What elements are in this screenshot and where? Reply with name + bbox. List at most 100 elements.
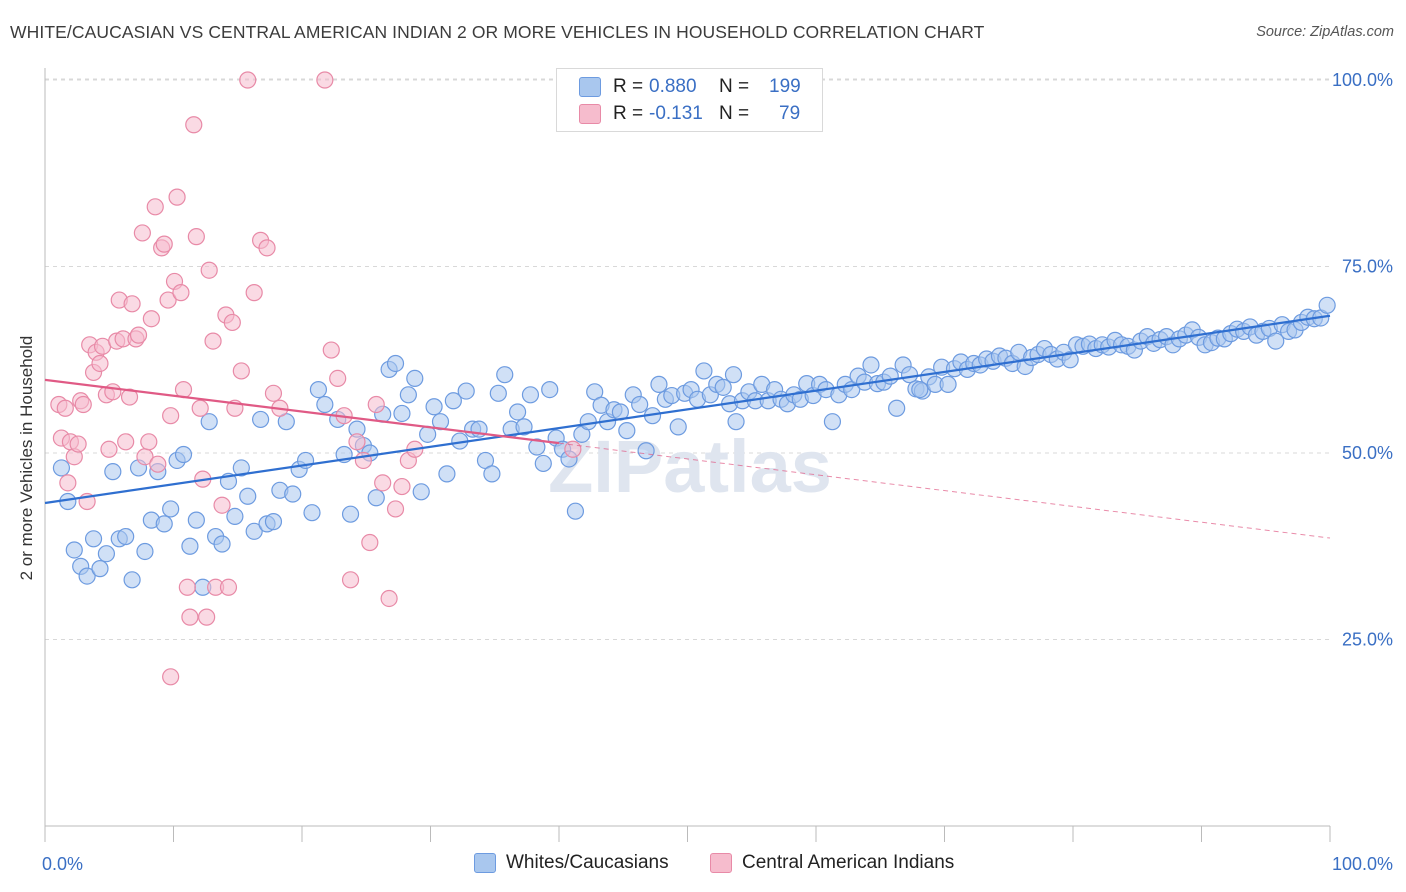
point-whites: [412, 483, 430, 501]
point-whites: [541, 380, 559, 399]
point-central-american: [361, 533, 379, 552]
point-central-american: [232, 362, 250, 380]
legend-label-central-american: Central American Indians: [742, 852, 955, 873]
point-central-american: [198, 608, 216, 626]
point-whites: [528, 438, 546, 456]
point-central-american: [74, 395, 92, 414]
point-whites: [239, 487, 257, 505]
point-whites: [669, 418, 687, 436]
stats-row-whites: R = 0.880 N = 199: [579, 74, 809, 100]
trend-lines: [44, 314, 1331, 539]
point-whites: [97, 545, 116, 563]
point-central-american: [185, 116, 203, 134]
point-whites: [226, 507, 244, 526]
point-central-american: [223, 313, 241, 332]
point-whites: [425, 398, 443, 416]
point-central-american: [367, 395, 385, 414]
point-central-american: [91, 354, 109, 373]
point-whites: [155, 515, 173, 533]
point-central-american: [140, 433, 158, 451]
point-central-american: [117, 433, 135, 451]
point-whites: [65, 541, 83, 559]
point-central-american: [258, 239, 276, 257]
point-central-american: [159, 291, 177, 309]
point-central-american: [69, 435, 87, 453]
point-whites: [650, 375, 668, 393]
stats-swatch-whites: [579, 77, 601, 97]
legend-item-central-american[interactable]: Central American Indians: [710, 852, 954, 874]
point-central-american: [129, 326, 148, 344]
point-whites: [881, 367, 899, 385]
point-whites: [303, 504, 321, 522]
chart-legend: Whites/Caucasians Central American India…: [0, 852, 1406, 878]
n-value: 79: [779, 103, 801, 124]
point-central-american: [142, 310, 160, 328]
point-whites: [637, 442, 655, 460]
point-central-american: [162, 668, 180, 686]
y-tick-label: 100.0%: [1332, 70, 1393, 90]
stats-row-central-american: R = -0.131 N = 79: [579, 101, 819, 127]
stats-swatch-central-american: [579, 104, 601, 124]
point-central-american: [123, 295, 141, 313]
point-whites: [444, 392, 462, 410]
point-whites: [521, 386, 540, 404]
point-whites: [888, 399, 906, 417]
x-tick-label: 0.0%: [42, 854, 83, 874]
point-whites: [900, 366, 919, 384]
y-tick-label: 25.0%: [1342, 630, 1393, 650]
data-points: [50, 71, 1336, 686]
point-whites: [264, 513, 283, 531]
legend-swatch-whites: [474, 853, 496, 873]
point-whites: [631, 395, 649, 414]
point-whites: [489, 384, 507, 402]
point-whites: [1061, 351, 1079, 369]
grid-lines: [45, 78, 1330, 640]
r-label: R =: [613, 76, 644, 97]
point-central-american: [168, 188, 186, 206]
point-whites: [367, 489, 385, 507]
y-tick-label: 50.0%: [1342, 443, 1393, 463]
point-central-american: [204, 332, 222, 350]
point-whites: [534, 454, 552, 473]
point-whites: [1267, 332, 1285, 350]
point-whites: [316, 395, 334, 414]
axes: [44, 68, 1331, 842]
point-whites: [483, 465, 501, 483]
point-whites: [386, 354, 405, 373]
n-label: N =: [719, 76, 750, 97]
legend-label-whites: Whites/Caucasians: [506, 852, 669, 873]
point-whites: [136, 542, 154, 561]
point-whites: [91, 560, 109, 578]
point-whites: [245, 522, 263, 540]
point-whites: [123, 571, 141, 589]
point-central-american: [564, 440, 582, 458]
point-central-american: [146, 198, 164, 216]
legend-item-whites[interactable]: Whites/Caucasians: [474, 852, 669, 874]
point-whites: [284, 485, 302, 503]
point-whites: [939, 375, 957, 393]
point-central-american: [56, 399, 74, 417]
watermark-text: ZIPatlas: [548, 425, 832, 508]
point-whites: [187, 511, 205, 529]
point-central-american: [162, 407, 180, 425]
r-value: -0.131: [649, 103, 703, 124]
point-central-american: [155, 235, 173, 253]
point-whites: [117, 527, 135, 546]
point-whites: [341, 505, 360, 523]
trend-line-central-american: [44, 378, 560, 445]
point-whites: [406, 369, 424, 387]
trend-line-central-american-extension: [558, 442, 1331, 539]
point-whites: [714, 378, 732, 396]
trend-line-whites: [44, 314, 1331, 505]
point-whites: [496, 366, 514, 384]
point-central-american: [239, 71, 257, 89]
point-whites: [911, 380, 929, 399]
point-central-american: [374, 474, 392, 492]
point-whites: [823, 413, 842, 431]
point-whites: [438, 465, 456, 483]
point-central-american: [316, 71, 334, 89]
point-central-american: [200, 261, 218, 279]
point-whites: [508, 403, 527, 421]
point-whites: [515, 418, 533, 436]
